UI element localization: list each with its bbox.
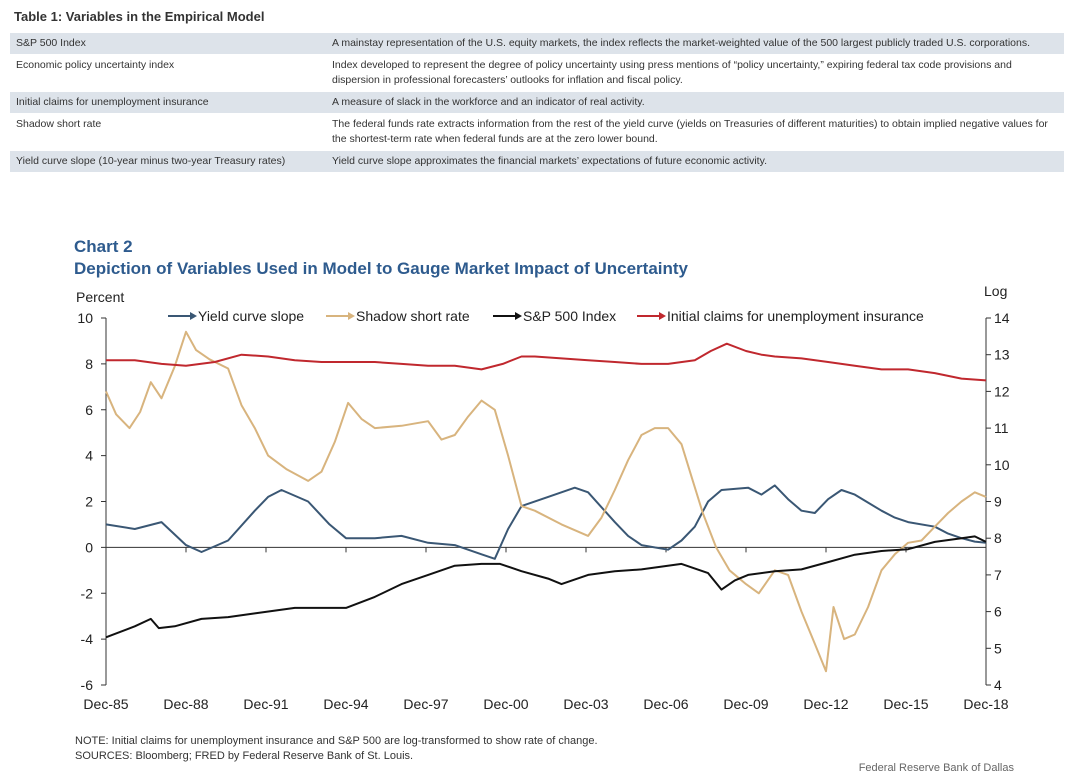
y-tick-label-right: 12 xyxy=(994,383,1010,399)
x-tick-label: Dec-91 xyxy=(243,696,288,712)
table-row: Economic policy uncertainty index Index … xyxy=(10,54,1064,92)
y-tick-label-right: 5 xyxy=(994,640,1002,656)
variable-description: A measure of slack in the workforce and … xyxy=(326,91,1064,114)
legend-label: S&P 500 Index xyxy=(523,308,616,324)
table-row: Initial claims for unemployment insuranc… xyxy=(10,91,1064,114)
variable-description: The federal funds rate extracts informat… xyxy=(326,113,1064,151)
x-tick-label: Dec-18 xyxy=(963,696,1008,712)
y-tick-label-right: 11 xyxy=(994,420,1009,436)
series-line-initial-claims-for-unemployment-insurance xyxy=(106,342,987,382)
y-tick-label-left: 2 xyxy=(85,494,93,510)
y-tick-label-left: -6 xyxy=(81,677,94,693)
variable-name: Shadow short rate xyxy=(10,113,326,151)
variable-description: Yield curve slope approximates the finan… xyxy=(326,150,1064,173)
legend-label: Yield curve slope xyxy=(198,308,304,324)
x-tick-label: Dec-06 xyxy=(643,696,688,712)
x-tick-label: Dec-09 xyxy=(723,696,768,712)
y-tick-label-right: 6 xyxy=(994,604,1002,620)
series-line-yield-curve-slope xyxy=(105,484,987,560)
x-tick-label: Dec-00 xyxy=(483,696,528,712)
y-tick-label-right: 13 xyxy=(994,347,1010,363)
y-tick-label-left: -4 xyxy=(81,631,94,647)
y-tick-label-right: 14 xyxy=(994,310,1010,326)
y-tick-label-left: -2 xyxy=(81,585,94,601)
legend-label: Shadow short rate xyxy=(356,308,470,324)
note-text: NOTE: Initial claims for unemployment in… xyxy=(75,735,598,747)
variables-table: S&P 500 Index A mainstay representation … xyxy=(10,33,1064,173)
y-tick-label-right: 4 xyxy=(994,677,1002,693)
table-row: Yield curve slope (10-year minus two-yea… xyxy=(10,150,1064,173)
variable-name: Economic policy uncertainty index xyxy=(10,54,326,92)
x-tick-label: Dec-03 xyxy=(563,696,608,712)
credit-text: Federal Reserve Bank of Dallas xyxy=(858,762,1014,774)
y-axis-label-left: Percent xyxy=(76,289,124,305)
chart-notes: NOTE: Initial claims for unemployment in… xyxy=(75,734,598,764)
legend-arrow xyxy=(348,312,355,320)
series-line-shadow-short-rate xyxy=(105,330,987,673)
y-tick-label-right: 8 xyxy=(994,530,1002,546)
x-tick-label: Dec-97 xyxy=(403,696,448,712)
table-title: Table 1: Variables in the Empirical Mode… xyxy=(14,9,265,24)
chart-title: Chart 2 xyxy=(74,237,133,256)
variable-name: Yield curve slope (10-year minus two-yea… xyxy=(10,150,326,173)
y-axis-label-right: Log xyxy=(984,283,1007,299)
variable-description: Index developed to represent the degree … xyxy=(326,54,1064,92)
y-tick-label-right: 9 xyxy=(994,494,1002,510)
y-tick-label-right: 10 xyxy=(994,457,1010,473)
legend-arrow xyxy=(190,312,197,320)
legend-label: Initial claims for unemployment insuranc… xyxy=(667,308,924,324)
x-tick-label: Dec-15 xyxy=(883,696,928,712)
y-tick-label-left: 8 xyxy=(85,356,93,372)
y-tick-label-left: 0 xyxy=(85,539,93,555)
series-line-s-p-500-index xyxy=(105,535,987,639)
y-tick-label-right: 7 xyxy=(994,567,1002,583)
x-tick-label: Dec-94 xyxy=(323,696,368,712)
y-tick-label-left: 10 xyxy=(77,310,93,326)
line-chart: Percent Log -6 -4 -2 0 2 4 6 8 10 4 5 6 7 8 9 10 11 12 13 14 D… xyxy=(76,283,1010,712)
table-row: S&P 500 Index A mainstay representation … xyxy=(10,33,1064,55)
y-tick-label-left: 6 xyxy=(85,402,93,418)
variable-name: S&P 500 Index xyxy=(10,33,326,55)
table-row: Shadow short rate The federal funds rate… xyxy=(10,113,1064,151)
chart-subtitle: Depiction of Variables Used in Model to … xyxy=(74,259,689,278)
x-tick-label: Dec-12 xyxy=(803,696,848,712)
variable-name: Initial claims for unemployment insuranc… xyxy=(10,91,326,114)
legend-arrow xyxy=(515,312,522,320)
y-tick-label-left: 4 xyxy=(85,448,93,464)
x-tick-label: Dec-88 xyxy=(163,696,208,712)
sources-text: SOURCES: Bloomberg; FRED by Federal Rese… xyxy=(75,750,414,762)
legend-arrow xyxy=(659,312,666,320)
variable-description: A mainstay representation of the U.S. eq… xyxy=(326,33,1064,55)
x-tick-label: Dec-85 xyxy=(83,696,128,712)
